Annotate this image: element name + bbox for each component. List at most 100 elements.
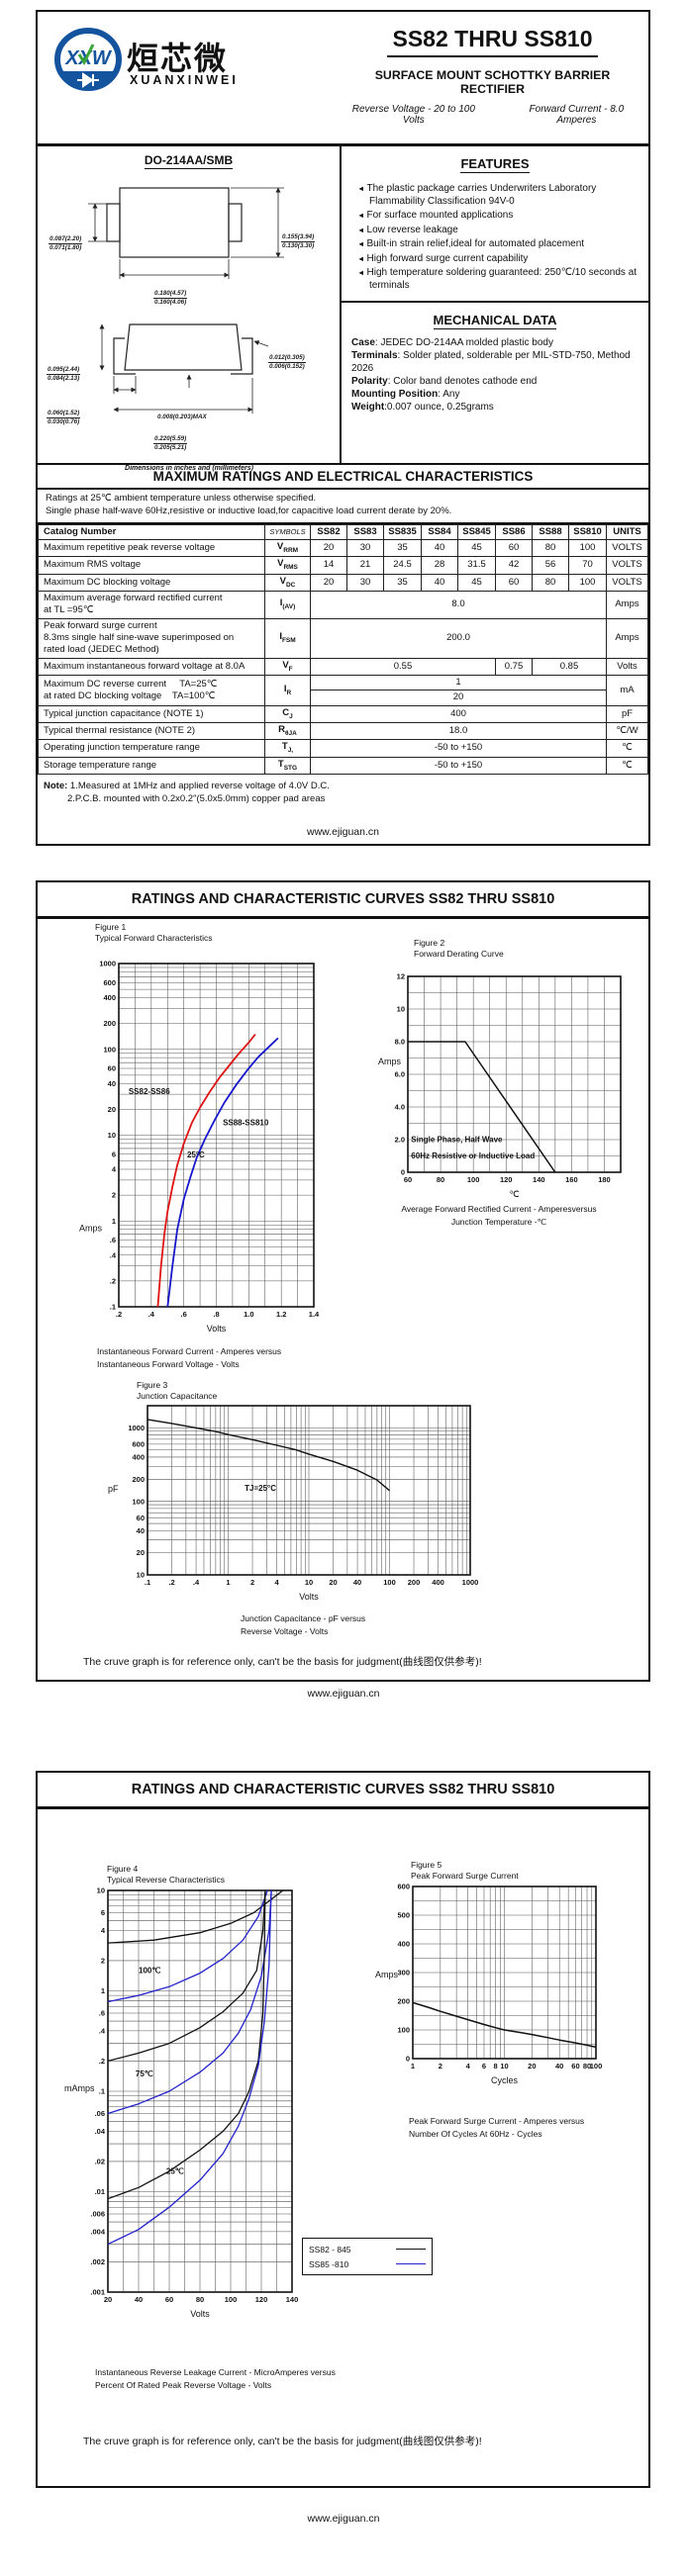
svg-text:10: 10 bbox=[97, 1886, 105, 1895]
figure4-header: Figure 4 Typical Reverse Characteristics bbox=[107, 1864, 226, 1886]
figure1-caption: Instantaneous Forward Current - Amperes … bbox=[97, 1346, 282, 1369]
value-cell: 42 bbox=[495, 556, 533, 575]
company-name-chinese: 烜芯微 bbox=[127, 41, 229, 76]
unit-cell: ℃ bbox=[606, 756, 648, 776]
part-number-header: SS845 bbox=[457, 523, 496, 540]
value-cell: 60 bbox=[495, 538, 533, 558]
svg-text:.6: .6 bbox=[110, 1236, 116, 1244]
svg-text:1.4: 1.4 bbox=[309, 1310, 320, 1319]
svg-text:4: 4 bbox=[112, 1165, 117, 1174]
svg-text:100: 100 bbox=[590, 2062, 603, 2070]
figure4-legend: SS82 - 845 SS85 -810 bbox=[302, 2238, 433, 2275]
unit-cell: Volts bbox=[606, 657, 648, 677]
website-footer: www.ejiguan.cn bbox=[307, 826, 379, 838]
svg-text:.8: .8 bbox=[213, 1310, 219, 1319]
value-cell: 30 bbox=[346, 538, 384, 558]
legend-entry: SS82 - 845 bbox=[309, 2242, 426, 2256]
svg-text:8.0: 8.0 bbox=[395, 1038, 405, 1047]
svg-text:.4: .4 bbox=[148, 1310, 155, 1319]
value-cell: 100 bbox=[568, 538, 607, 558]
legend-line-sample bbox=[396, 2263, 426, 2264]
chart-canvas-figure4: 20 40 60 80 100 120 140 10 6 4 2 1 .6 .4 .2 .1 .06 .04 .02… bbox=[64, 1886, 298, 2319]
svg-text:.002: .002 bbox=[90, 2257, 105, 2266]
svg-text:2: 2 bbox=[439, 2062, 442, 2070]
package-outline-icon bbox=[88, 187, 284, 414]
svg-text:40: 40 bbox=[108, 1079, 116, 1088]
table-row: Maximum repetitive peak reverse voltage V… bbox=[38, 538, 648, 558]
svg-text:100: 100 bbox=[397, 2026, 410, 2035]
svg-text:6.0: 6.0 bbox=[395, 1070, 405, 1079]
svg-text:40: 40 bbox=[353, 1578, 361, 1587]
value-cell: 0.85 bbox=[532, 657, 607, 677]
svg-text:4: 4 bbox=[274, 1578, 279, 1587]
figure4-caption: Instantaneous Reverse Leakage Current - … bbox=[95, 2367, 336, 2390]
svg-text:Cycles: Cycles bbox=[491, 2075, 519, 2085]
section-divider bbox=[342, 301, 648, 303]
value-cell: -50 to +150 bbox=[310, 756, 607, 776]
svg-text:120: 120 bbox=[500, 1175, 513, 1184]
value-cell: 31.5 bbox=[457, 556, 496, 575]
package-drawing: 0.087(2.20) 0.071(1.80) 0.155(3.94) 0.130(… bbox=[41, 176, 338, 472]
table-row: Maximum DC reverse current TA=25℃ at rate… bbox=[38, 675, 648, 706]
datasheet-page-2: RATINGS AND CHARACTERISTIC CURVES SS82 T… bbox=[36, 880, 650, 1682]
svg-text:1: 1 bbox=[411, 2062, 415, 2070]
feature-item: Built-in strain relief,ideal for automat… bbox=[357, 238, 638, 251]
legend-line-sample bbox=[396, 2249, 426, 2250]
svg-text:TJ=25°C: TJ=25°C bbox=[245, 1484, 276, 1493]
svg-text:1: 1 bbox=[101, 1986, 105, 1995]
value-cell: 8.0 bbox=[310, 590, 607, 619]
company-name-pinyin: XUANXINWEI bbox=[130, 73, 239, 87]
svg-text:mAmps: mAmps bbox=[64, 2083, 95, 2093]
unit-cell: mA bbox=[606, 675, 648, 706]
svg-text:80: 80 bbox=[437, 1175, 444, 1184]
parameter-label: Maximum average forward rectified curren… bbox=[38, 590, 265, 619]
mechanical-data-list: Case: JEDEC DO-214AA molded plastic body… bbox=[351, 336, 638, 414]
value-cell: 40 bbox=[421, 573, 458, 592]
svg-text:.1: .1 bbox=[99, 2087, 105, 2096]
unit-cell: VOLTS bbox=[606, 573, 648, 592]
dim-overall-width: 0.220(5.59) 0.205(5.21) bbox=[151, 435, 190, 452]
value-cell: 400 bbox=[310, 704, 607, 724]
svg-text:300: 300 bbox=[397, 1969, 410, 1978]
feature-item: For surface mounted applications bbox=[357, 210, 638, 223]
dim-standoff: 0.008(0.203)MAX bbox=[157, 414, 207, 420]
feature-item: Low reverse leakage bbox=[357, 225, 638, 237]
svg-text:6: 6 bbox=[101, 1908, 105, 1917]
svg-text:160: 160 bbox=[565, 1175, 578, 1184]
svg-text:20: 20 bbox=[108, 1105, 116, 1114]
mech-line: Terminals: Solder plated, solderable per… bbox=[351, 350, 631, 374]
chart-figure1: .2.4.6.8 1.0 1.2 1.4 1000 600 400 200 100 60 40 20 1… bbox=[79, 956, 328, 1343]
value-cell: -50 to +150 bbox=[310, 739, 607, 758]
svg-text:10: 10 bbox=[500, 2062, 508, 2070]
svg-text:Volts: Volts bbox=[207, 1324, 227, 1334]
svg-text:10: 10 bbox=[108, 1131, 116, 1140]
svg-text:.6: .6 bbox=[99, 2009, 105, 2018]
chart-canvas-figure3: .1 .2 .4 1 2 4 10 20 40 100 200 400 1000 1000 600 400 20… bbox=[108, 1405, 478, 1602]
value-cell: 0.75 bbox=[495, 657, 533, 677]
symbol-cell: VRMS bbox=[264, 556, 311, 575]
value-cell: 20 bbox=[310, 538, 347, 558]
parameter-label: Maximum DC reverse current TA=25℃ at rate… bbox=[38, 675, 265, 706]
value-cell: 60 bbox=[495, 573, 533, 592]
reference-disclaimer: The cruve graph is for reference only, c… bbox=[83, 2436, 482, 2447]
website-footer: www.ejiguan.cn bbox=[307, 2513, 380, 2525]
svg-text:0: 0 bbox=[406, 2055, 410, 2064]
figure1-header: Figure 1 Typical Forward Characteristics bbox=[95, 922, 213, 944]
symbol-cell: VRRM bbox=[264, 538, 311, 558]
feature-item: High temperature soldering guaranteed: 2… bbox=[357, 267, 638, 292]
svg-text:20: 20 bbox=[104, 2295, 112, 2304]
svg-text:.2: .2 bbox=[168, 1578, 174, 1587]
svg-text:0: 0 bbox=[401, 1168, 405, 1177]
svg-text:1.2: 1.2 bbox=[276, 1310, 286, 1319]
unit-cell: ℃/W bbox=[606, 722, 648, 741]
figure5-caption: Peak Forward Surge Current - Amperes ver… bbox=[409, 2116, 585, 2139]
symbol-cell: IFSM bbox=[264, 617, 311, 659]
svg-text:10: 10 bbox=[305, 1578, 313, 1587]
package-and-features-row: DO-214AA/SMB bbox=[38, 146, 648, 472]
value-cell: 18.0 bbox=[310, 722, 607, 741]
svg-text:25°C: 25°C bbox=[187, 1150, 205, 1159]
value-cell: 80 bbox=[532, 573, 569, 592]
parameter-label: Maximum repetitive peak reverse voltage bbox=[38, 538, 265, 558]
ratings-conditions: Ratings at 25℃ ambient temperature unles… bbox=[38, 490, 648, 524]
